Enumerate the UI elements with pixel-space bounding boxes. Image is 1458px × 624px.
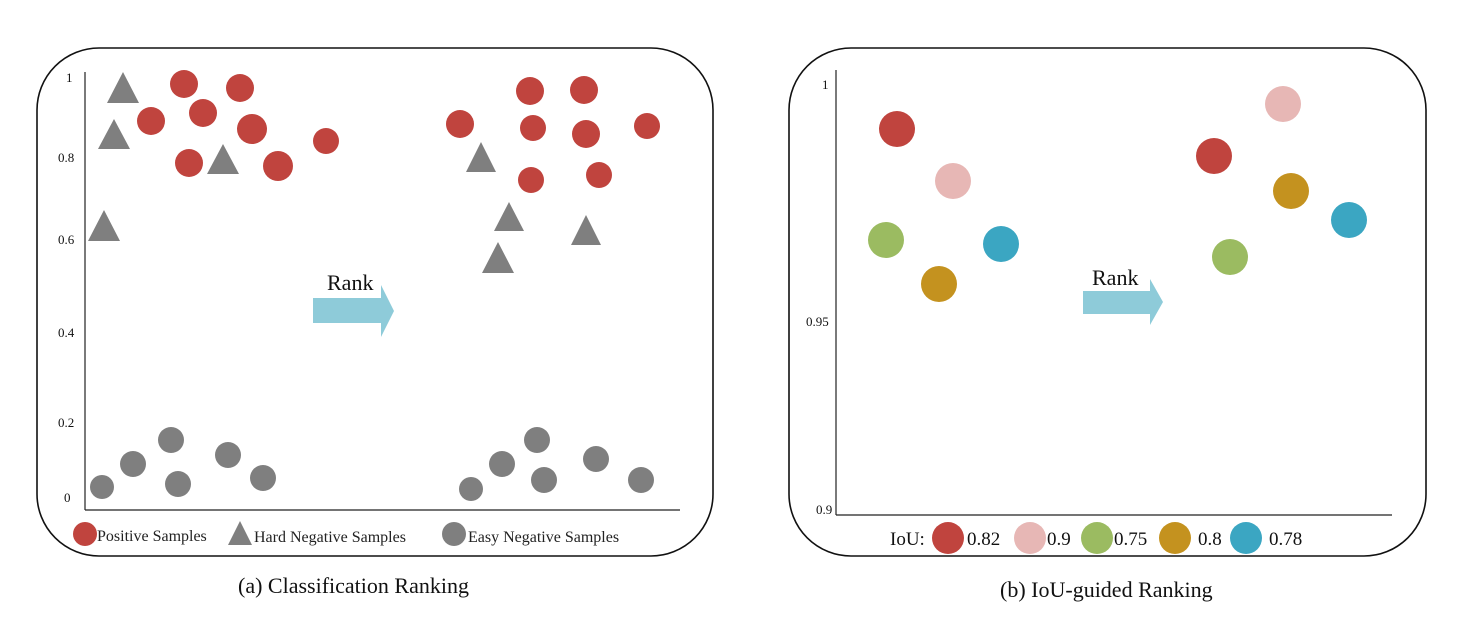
hard-negative-sample bbox=[207, 144, 239, 174]
legend-positive-marker bbox=[73, 522, 97, 546]
positive-sample bbox=[634, 113, 660, 139]
panel-a-tick-0.8: 0.8 bbox=[58, 150, 74, 165]
easy-negative-sample bbox=[524, 427, 550, 453]
panel-a-tick-0.4: 0.4 bbox=[58, 325, 75, 340]
easy-negative-sample bbox=[459, 477, 483, 501]
hard-negative-sample bbox=[466, 142, 496, 172]
legend-iou-prefix: IoU: bbox=[890, 529, 925, 550]
panel-b-tick-0.9: 0.9 bbox=[816, 502, 832, 517]
easy-negative-sample bbox=[165, 471, 191, 497]
positive-sample bbox=[570, 76, 598, 104]
iou-0.78-sample bbox=[983, 226, 1019, 262]
panel-b-frame bbox=[788, 47, 1427, 557]
iou-0.9-sample bbox=[1265, 86, 1301, 122]
panel-a-positive-samples bbox=[137, 70, 660, 193]
panel-b-legend: IoU: 0.82 0.9 0.75 0.8 0.78 bbox=[890, 522, 1302, 554]
panel-a-caption: (a) Classification Ranking bbox=[238, 573, 469, 598]
legend-iou-0.9-marker bbox=[1014, 522, 1046, 554]
hard-negative-sample bbox=[107, 72, 139, 103]
easy-negative-sample bbox=[583, 446, 609, 472]
easy-negative-sample bbox=[120, 451, 146, 477]
panel-a-tick-0.2: 0.2 bbox=[58, 415, 74, 430]
legend-iou-0.78-label: 0.78 bbox=[1269, 529, 1302, 550]
legend-easy-negative-label: Easy Negative Samples bbox=[468, 529, 619, 546]
panel-a-rank-arrow bbox=[313, 285, 394, 337]
legend-hard-negative-label: Hard Negative Samples bbox=[254, 529, 406, 546]
positive-sample bbox=[226, 74, 254, 102]
iou-0.75-sample bbox=[1212, 239, 1248, 275]
positive-sample bbox=[137, 107, 165, 135]
easy-negative-sample bbox=[628, 467, 654, 493]
legend-iou-0.82-label: 0.82 bbox=[967, 529, 1000, 550]
positive-sample bbox=[175, 149, 203, 177]
legend-iou-0.8-label: 0.8 bbox=[1198, 529, 1222, 550]
hard-negative-sample bbox=[494, 202, 524, 231]
panel-a-y-ticks: 1 0.8 0.6 0.4 0.2 0 bbox=[58, 70, 75, 505]
legend-positive-label: Positive Samples bbox=[97, 528, 207, 545]
panel-b-y-ticks: 1 0.95 0.9 bbox=[806, 77, 832, 517]
legend-iou-0.82-marker bbox=[932, 522, 964, 554]
panel-b-tick-1: 1 bbox=[822, 77, 829, 92]
hard-negative-sample bbox=[98, 119, 130, 149]
easy-negative-sample bbox=[158, 427, 184, 453]
panel-b-tick-0.95: 0.95 bbox=[806, 314, 829, 329]
panel-a-legend: Positive Samples Hard Negative Samples E… bbox=[73, 521, 619, 546]
panel-b-rank-label: Rank bbox=[1092, 265, 1138, 290]
easy-negative-sample bbox=[531, 467, 557, 493]
positive-sample bbox=[520, 115, 546, 141]
panel-a-easy-negative-samples bbox=[90, 427, 654, 501]
positive-sample bbox=[518, 167, 544, 193]
positive-sample bbox=[170, 70, 198, 98]
panel-a-tick-0.6: 0.6 bbox=[58, 232, 75, 247]
easy-negative-sample bbox=[489, 451, 515, 477]
easy-negative-sample bbox=[250, 465, 276, 491]
legend-iou-0.9-label: 0.9 bbox=[1047, 529, 1071, 550]
legend-easy-negative-marker bbox=[442, 522, 466, 546]
positive-sample bbox=[313, 128, 339, 154]
panel-b-caption: (b) IoU-guided Ranking bbox=[1000, 577, 1213, 602]
iou-0.78-sample bbox=[1331, 202, 1367, 238]
panel-b-after bbox=[1196, 86, 1367, 275]
iou-0.82-sample bbox=[879, 111, 915, 147]
positive-sample bbox=[586, 162, 612, 188]
legend-iou-0.75-label: 0.75 bbox=[1114, 529, 1147, 550]
hard-negative-sample bbox=[482, 242, 514, 273]
panel-b-before bbox=[868, 111, 1019, 302]
positive-sample bbox=[446, 110, 474, 138]
iou-0.8-sample bbox=[1273, 173, 1309, 209]
positive-sample bbox=[572, 120, 600, 148]
positive-sample bbox=[189, 99, 217, 127]
iou-0.9-sample bbox=[935, 163, 971, 199]
positive-sample bbox=[263, 151, 293, 181]
panel-a-tick-1: 1 bbox=[66, 70, 73, 85]
legend-iou-0.78-marker bbox=[1230, 522, 1262, 554]
panel-a-hard-negative-samples bbox=[88, 72, 601, 273]
hard-negative-sample bbox=[571, 215, 601, 245]
legend-hard-negative-marker bbox=[228, 521, 252, 545]
panel-a-rank-label: Rank bbox=[327, 270, 373, 295]
easy-negative-sample bbox=[90, 475, 114, 499]
panel-a-frame bbox=[36, 47, 714, 557]
positive-sample bbox=[516, 77, 544, 105]
panel-a-tick-0: 0 bbox=[64, 490, 71, 505]
iou-0.75-sample bbox=[868, 222, 904, 258]
hard-negative-sample bbox=[88, 210, 120, 241]
legend-iou-0.8-marker bbox=[1159, 522, 1191, 554]
positive-sample bbox=[237, 114, 267, 144]
iou-0.8-sample bbox=[921, 266, 957, 302]
legend-iou-0.75-marker bbox=[1081, 522, 1113, 554]
panel-b-rank-arrow bbox=[1083, 279, 1163, 325]
easy-negative-sample bbox=[215, 442, 241, 468]
iou-0.82-sample bbox=[1196, 138, 1232, 174]
